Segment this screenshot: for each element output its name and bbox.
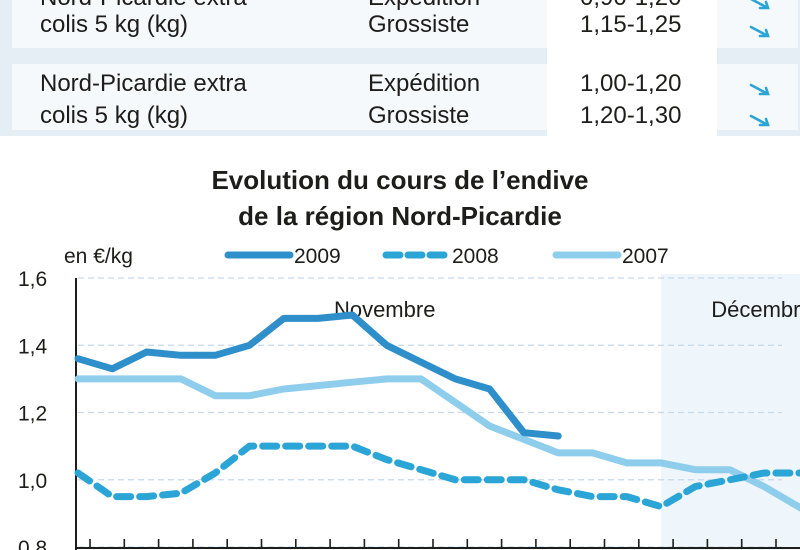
- legend-label: 2009: [294, 245, 341, 268]
- series-line-2008: [74, 442, 800, 511]
- y-tick-label: 1,2: [18, 403, 47, 426]
- y-tick-label: 1,0: [18, 470, 47, 493]
- series-line-2009: [74, 311, 562, 440]
- y-tick-label: 0,8: [18, 537, 47, 550]
- stage-label: Expédition: [368, 70, 481, 97]
- stage-label: Expédition: [368, 0, 480, 14]
- chart-title-line-1: Evolution du cours de l’endive: [211, 165, 589, 195]
- month-label: Décembre: [711, 297, 800, 322]
- stage-label: Grossiste: [368, 102, 470, 129]
- product-label: Nord-Picardie extra: [40, 0, 247, 14]
- down-arrow-icon: [749, 25, 770, 38]
- price-column-background: [547, 0, 717, 136]
- series-line-2007: [74, 375, 800, 512]
- chart-title-line-2: de la région Nord-Picardie: [238, 201, 562, 231]
- chart-panel: Evolution du cours de l’endive de la rég…: [0, 150, 800, 550]
- y-axis-label: en €/kg: [64, 245, 133, 268]
- stage-label: Grossiste: [368, 11, 470, 38]
- product-label: Nord-Picardie extra: [40, 70, 247, 97]
- down-arrow-icon: [750, 0, 770, 10]
- product-label: colis 5 kg (kg): [40, 102, 189, 129]
- legend-label: 2008: [452, 245, 499, 268]
- y-tick-label: 1,6: [18, 268, 47, 291]
- price-value: 1,20-1,30: [580, 102, 682, 129]
- legend-label: 2007: [622, 245, 669, 268]
- y-tick-label: 1,4: [18, 335, 48, 358]
- down-arrow-icon: [749, 114, 770, 127]
- price-value: 1,15-1,25: [580, 11, 682, 38]
- price-value: 0,90-1,20: [580, 0, 681, 14]
- product-label: colis 5 kg (kg): [40, 11, 189, 38]
- price-table: Nord-Picardie extra colis 5 kg (kg) Expé…: [0, 0, 800, 136]
- price-value: 1,00-1,20: [580, 70, 682, 97]
- down-arrow-icon: [749, 83, 770, 96]
- line-chart: 0,81,01,21,41,6en €/kgNovembreDécembre20…: [18, 245, 800, 550]
